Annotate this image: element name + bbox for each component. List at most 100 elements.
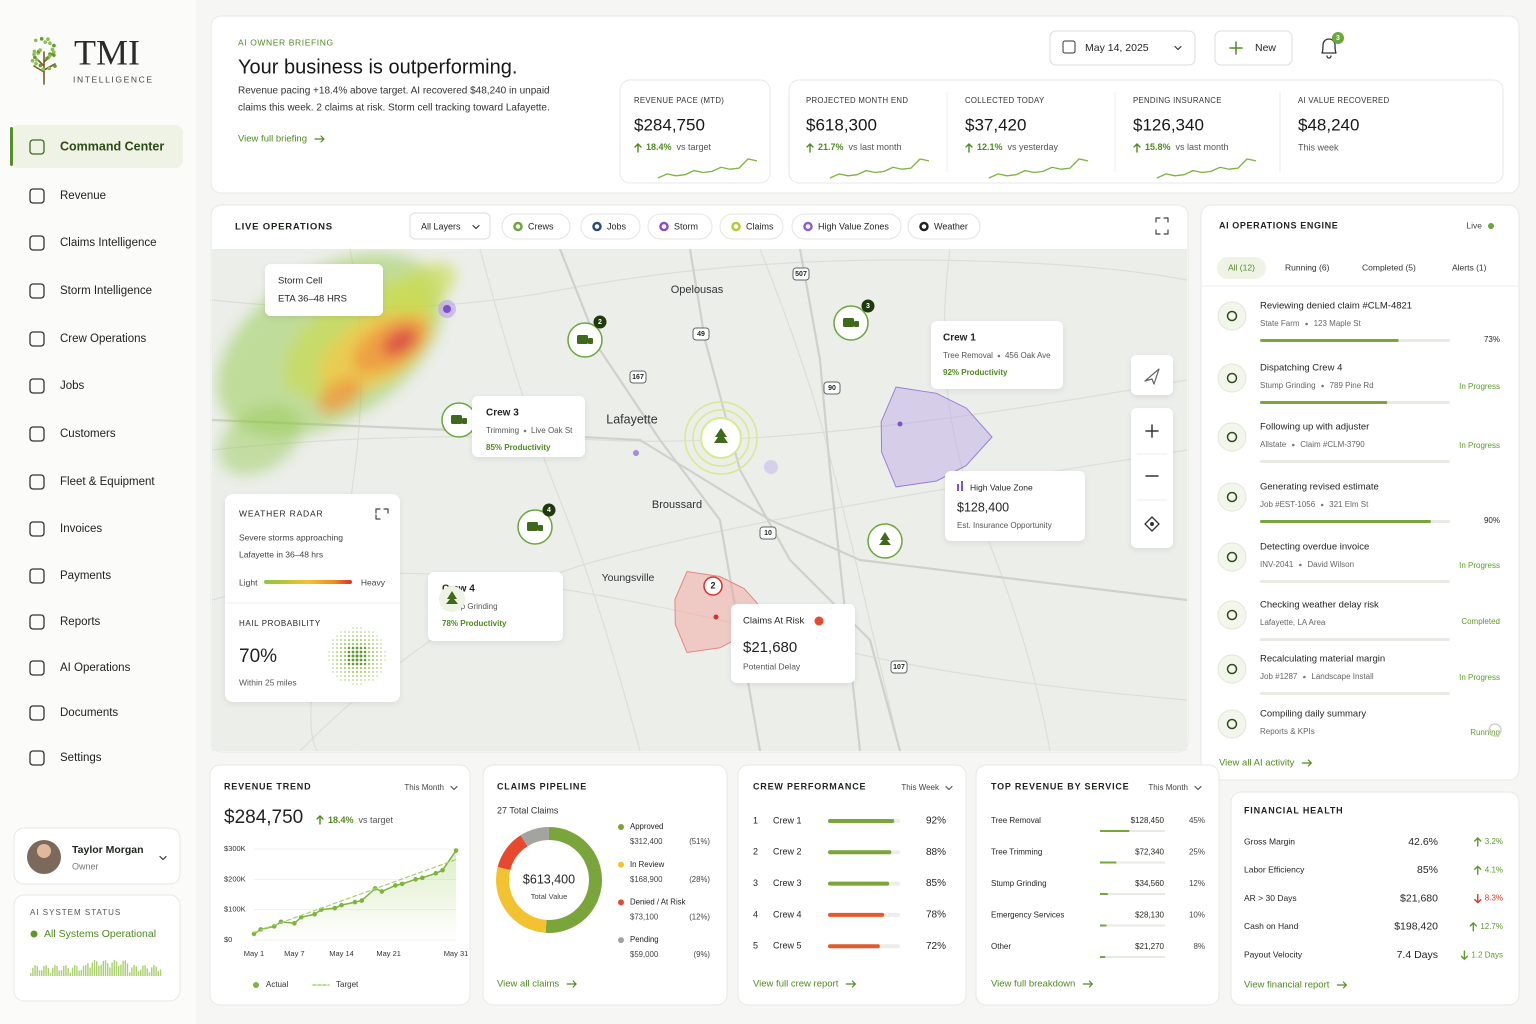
ai-icon [1226,372,1238,384]
dot [814,616,824,626]
highway-label: 167 [632,374,644,381]
status-spark [148,972,151,976]
area [254,850,456,940]
hail-dot [356,627,358,629]
date: May 14, 2025 [1085,42,1149,54]
layer-chip[interactable] [580,213,641,240]
hail-dot [372,635,374,637]
layer-chip[interactable] [719,213,784,240]
chevron [159,855,167,861]
link[interactable]: View full crew report [753,979,839,990]
dot [764,460,778,474]
status-spark [96,961,98,976]
status-spark [65,965,67,976]
bar [828,819,895,823]
nav-item[interactable]: Payments [60,570,111,582]
nav-item[interactable]: Revenue [60,190,106,202]
highway-label: 49 [697,331,705,338]
nav-item[interactable]: Fleet & Equipment [60,476,155,488]
expand-icon [375,508,389,520]
point [292,921,297,926]
hail-dot [352,627,354,629]
badge-count: 3 [866,303,870,310]
hail-dot [355,662,359,666]
hail-dot [360,631,362,633]
layer-chip[interactable] [907,213,981,240]
crew-name: Crew 1 [773,815,802,825]
status-spark [82,965,85,976]
hail-dot [340,667,342,669]
hail-dot [340,675,342,677]
hail-dot [328,655,330,657]
map-badge [593,315,607,329]
link[interactable]: View full briefing [238,134,307,145]
hail-dot [372,671,374,673]
truck-icon [854,321,859,327]
nav-item[interactable]: Storm Intelligence [60,285,152,297]
crew-name: Crew 2 [773,847,802,857]
new-button[interactable] [1214,30,1293,66]
bell-icon[interactable] [1321,38,1337,59]
risk-value: $21,680 [743,639,797,656]
layer-chip[interactable] [647,213,713,240]
nav-item[interactable]: Crew Operations [60,333,147,345]
nav-item[interactable]: Reports [60,616,101,628]
chevron [945,785,953,791]
legend-percent: (12%) [689,912,710,921]
zoom-controls[interactable] [1131,408,1173,548]
link[interactable]: View all AI activity [1219,758,1295,769]
donut-label: Total Value [531,892,568,901]
ai-item-sub: Job #1287 [1260,672,1298,681]
kpi-note: vs last month [1176,142,1229,152]
status-spark [41,970,43,976]
hail-dot [352,631,354,633]
layer-chip[interactable] [501,213,571,240]
kpi-change: 21.7% [818,142,844,152]
trend-arrow [316,815,324,825]
hail-dot [359,654,363,658]
hail-dot [343,662,347,666]
tab[interactable]: Completed (5) [1362,262,1416,272]
date-button[interactable] [1049,30,1196,66]
hail-dot [363,658,367,662]
hail-dot [371,658,375,662]
ai-icon-bg [1217,600,1247,630]
hail-dot [380,655,382,657]
tab[interactable]: All (12) [1228,262,1255,272]
chip-label: Crews [528,221,554,231]
layer-filter[interactable] [409,212,491,240]
nav-item[interactable]: Documents [60,707,118,719]
zone-title: High Value Zone [970,482,1033,492]
nav-item[interactable]: Invoices [60,523,102,535]
hail-dot [351,642,355,646]
nav-item[interactable]: Command Center [60,139,164,153]
nav-item[interactable]: Claims Intelligence [60,237,157,249]
hail-dot [376,659,378,661]
hail-dot [355,666,359,670]
nav-item[interactable]: Jobs [60,380,85,392]
nav-item[interactable]: AI Operations [60,662,131,674]
legend-label: In Review [630,860,665,869]
bar [1100,861,1117,864]
link[interactable]: View financial report [1244,980,1330,991]
nav-item[interactable]: Customers [60,428,116,440]
chevron [450,785,458,791]
link[interactable]: View all claims [497,979,559,990]
hail-dot [359,646,363,650]
hail-dot [356,679,358,681]
status-spark [34,965,36,976]
chevron [1174,45,1182,51]
storm-eta: ETA 36–48 HRS [278,294,347,305]
hail-dot [344,679,346,681]
tab[interactable]: Running (6) [1285,262,1330,272]
tab[interactable]: Alerts (1) [1452,262,1487,272]
nav-item[interactable]: Settings [60,752,102,764]
link[interactable]: View full breakdown [991,979,1075,990]
layer-chip[interactable] [791,213,902,240]
hail-dot [367,642,371,646]
section-title: AI OPERATIONS ENGINE [1219,220,1338,230]
hail-dot [360,635,362,637]
ai-icon [1226,609,1238,621]
ai-icon-bg [1217,363,1247,393]
hail-dot [372,631,374,633]
